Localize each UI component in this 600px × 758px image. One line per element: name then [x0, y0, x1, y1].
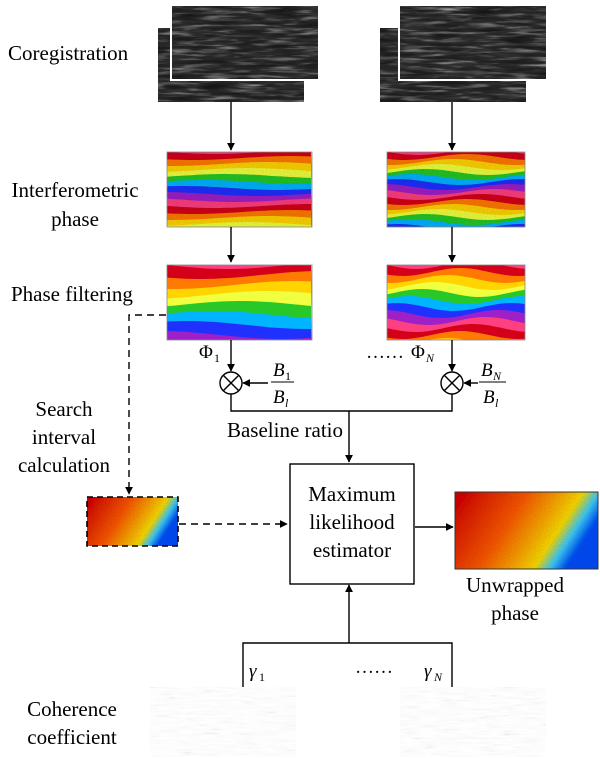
coherence-merge-line: [242, 642, 453, 687]
fringe-band: [387, 229, 525, 257]
ifg-right-bands: [387, 152, 525, 257]
multiplier-right: [440, 371, 464, 395]
filt-left-bands: [167, 265, 312, 371]
filtered-phase-left: [166, 264, 313, 371]
connectors: [125, 102, 478, 687]
fringe-band: [387, 234, 525, 257]
gamma-1-subscript: 1: [259, 670, 265, 684]
label-coherence: Coherence: [27, 697, 117, 721]
ratio-left-denominator-sub: l: [285, 396, 289, 410]
ellipsis-bottom: ……: [355, 657, 393, 678]
fringe-band: [387, 219, 525, 227]
coherence-image-left: [150, 687, 296, 757]
filt-left-border: [166, 264, 313, 341]
ratio-right-denominator: B: [483, 387, 495, 408]
fringe-band: [387, 317, 525, 340]
search-interval-raster: [87, 497, 178, 546]
filt-right-border: [386, 264, 526, 341]
fringe-band: [167, 234, 312, 257]
label-interferometric: Interferometric: [11, 178, 138, 202]
interferogram-left: [166, 151, 313, 257]
fringe-band: [428, 338, 467, 340]
baseline-merge-line: [230, 394, 453, 412]
unwrapped-phase-image: [454, 491, 599, 570]
label-calculation: calculation: [18, 453, 111, 477]
coregistration-stack-right: [380, 4, 548, 102]
ratio-right: B N B l: [479, 360, 506, 410]
ifg-right-border: [386, 151, 526, 228]
fringe-band: [167, 228, 312, 257]
gamma-1-symbol: γ: [249, 661, 257, 682]
fringe-band: [167, 331, 312, 340]
coherence-raster-left: [150, 687, 296, 757]
ellipsis-top: ……: [366, 342, 404, 363]
label-estimator-line1: Maximum: [308, 482, 396, 506]
label-interval: interval: [32, 425, 96, 449]
filtered-phase-right: [386, 264, 526, 370]
fringe-band: [167, 353, 312, 370]
ratio-left-denominator: B: [273, 387, 285, 408]
interferogram-right: [386, 151, 526, 257]
multiply-cross-right-b: [443, 374, 461, 392]
coregistration-stack-left: [158, 4, 320, 102]
coherence-image-right: [400, 687, 546, 757]
ratio-right-numerator: B: [481, 360, 493, 381]
phi-1-subscript: 1: [214, 351, 220, 365]
dashed-arrow-to-search-interval: [125, 314, 166, 495]
ratio-left-numerator-sub: 1: [285, 369, 291, 383]
estimator-box: [289, 463, 415, 585]
fringe-band: [167, 240, 312, 257]
phi-1-symbol: Φ: [199, 342, 213, 363]
unwrapped-phase-border: [454, 491, 599, 570]
label-unwrapped: Unwrapped: [466, 573, 564, 597]
multiply-cross-left-b: [222, 374, 240, 392]
label-baseline-ratio: Baseline ratio: [227, 418, 343, 442]
gamma-n-subscript: N: [433, 670, 443, 684]
fringe-band: [387, 331, 525, 340]
search-interval-image: [86, 496, 179, 547]
fringe-band: [167, 222, 312, 227]
ratio-left: B 1 B l: [271, 360, 294, 410]
phi-n-symbol: Φ: [411, 342, 425, 363]
label-estimator-line2: likelihood: [309, 510, 395, 534]
fringe-band: [167, 311, 312, 340]
ifg-left-border: [166, 151, 313, 228]
unwrapped-phase-raster: [455, 492, 598, 569]
label-coregistration: Coregistration: [8, 41, 129, 65]
fringe-band: [387, 352, 525, 370]
label-phase-filtering: Phase filtering: [11, 282, 133, 306]
filt-right-bands: [387, 265, 525, 370]
fringe-band: [387, 224, 525, 227]
sar-image-front-right-texture: [400, 6, 546, 79]
fringe-band: [167, 343, 312, 371]
ratio-right-denominator-sub: l: [495, 396, 499, 410]
ratio-right-numerator-sub: N: [492, 369, 502, 383]
label-search: Search: [35, 397, 93, 421]
phi-n-subscript: N: [425, 351, 435, 365]
label-interferometric-phase: phase: [51, 207, 99, 231]
label-unwrapped-phase: phase: [491, 601, 539, 625]
multiplier-left: [219, 371, 243, 395]
label-coefficient: coefficient: [27, 725, 117, 749]
sar-image-front-left-texture: [172, 6, 318, 79]
coherence-raster-right: [400, 687, 546, 757]
ifg-left-bands: [167, 152, 312, 257]
ratio-left-numerator: B: [273, 360, 285, 381]
search-interval-dashed-border: [86, 496, 179, 547]
label-estimator-line3: estimator: [313, 538, 391, 562]
fringe-band: [387, 345, 525, 370]
gamma-n-symbol: γ: [424, 661, 432, 682]
